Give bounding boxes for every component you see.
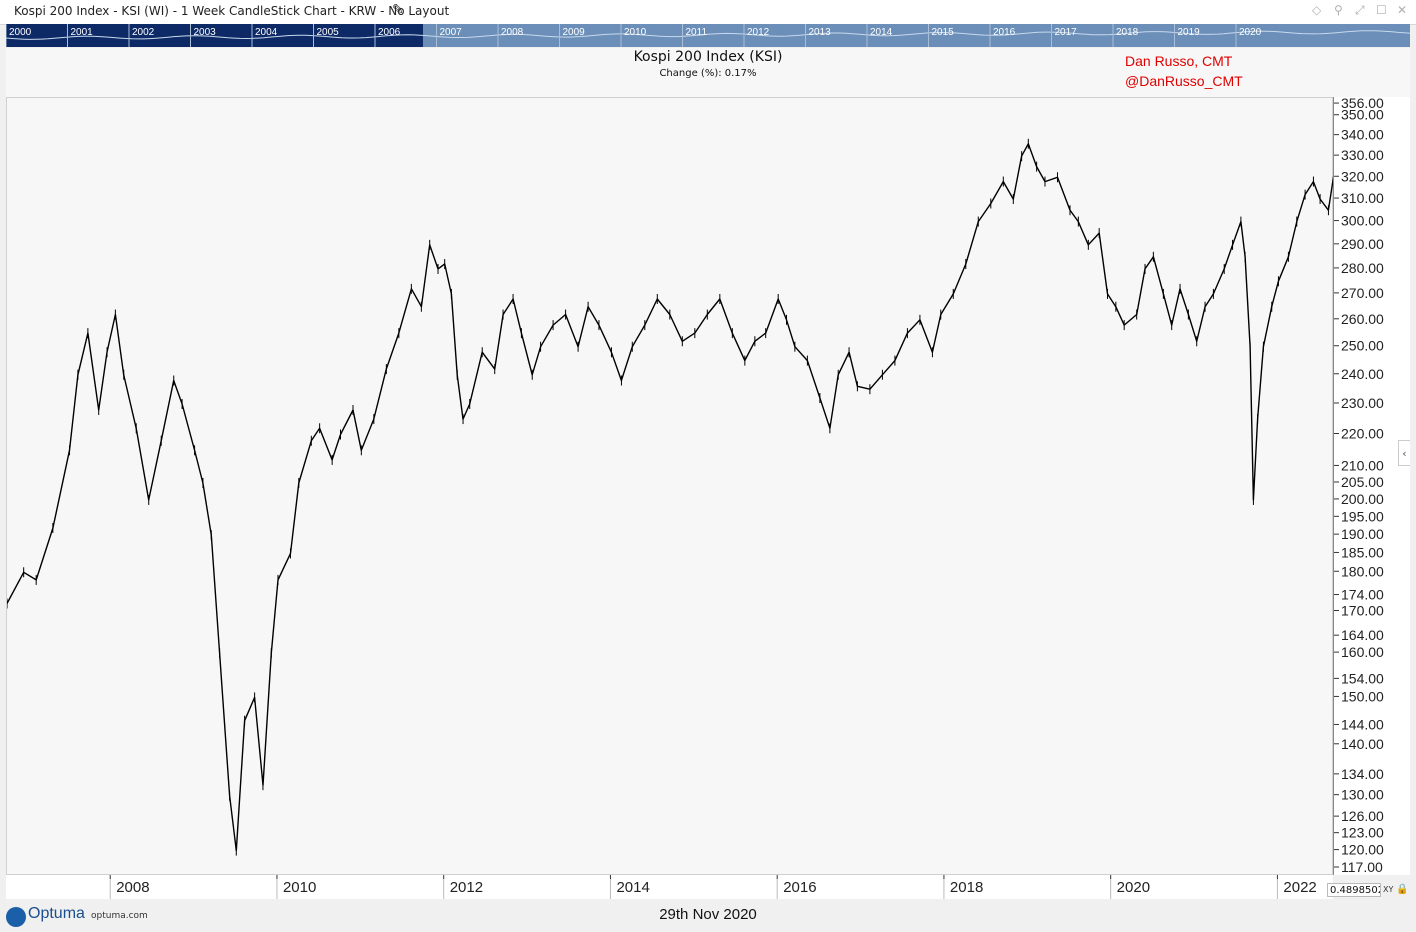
window-title: Kospi 200 Index - KSI (WI) - 1 Week Cand… (14, 4, 450, 18)
y-tick-label: 170.00 (1341, 602, 1384, 618)
navigator-year-label[interactable]: 2016 (993, 27, 1016, 38)
logo-text: Optuma (28, 905, 85, 922)
navigator-year-label[interactable]: 2013 (809, 27, 832, 38)
y-tick-label: 120.00 (1341, 842, 1384, 858)
title-bar: Kospi 200 Index - KSI (WI) - 1 Week Cand… (0, 0, 1416, 25)
y-tick-label: 180.00 (1341, 563, 1384, 579)
y-tick-label: 200.00 (1341, 491, 1384, 507)
y-tick-label: 144.00 (1341, 716, 1384, 732)
y-tick-label: 230.00 (1341, 395, 1384, 411)
date-axis[interactable]: 2008 2010 2012 2014 2016 2018 2020 2022 (6, 875, 1333, 899)
logo-url: optuma.com (91, 911, 148, 921)
y-tick-label: 140.00 (1341, 736, 1384, 752)
y-tick-label: 174.00 (1341, 587, 1384, 603)
navigator-year-label[interactable]: 2011 (686, 27, 708, 38)
y-tick-label: 310.00 (1341, 190, 1384, 206)
y-tick-label: 117.00 (1341, 859, 1383, 875)
navigator-year-label[interactable]: 2015 (932, 27, 955, 38)
date-navigator[interactable]: 2000 2001 2002 2003 2004 2005 2006 2007 2008 2009… (6, 24, 1410, 47)
y-tick-label: 350.00 (1341, 107, 1384, 123)
y-tick-label: 205.00 (1341, 474, 1384, 490)
xy-label: XY (1383, 885, 1394, 894)
y-tick-label: 130.00 (1341, 787, 1384, 803)
navigator-year-label[interactable]: 2010 (624, 27, 647, 38)
author-handle: @DanRusso_CMT (1125, 73, 1243, 89)
chart-title: Kospi 200 Index (KSI) (633, 49, 783, 65)
navigator-year-label[interactable]: 2018 (1116, 27, 1139, 38)
y-tick-label: 190.00 (1341, 526, 1384, 542)
collapse-panel-chevron-icon[interactable]: ‹ (1398, 440, 1410, 466)
navigator-year-label[interactable]: 2004 (255, 27, 278, 38)
y-tick-label: 280.00 (1341, 260, 1384, 276)
pin-icon[interactable]: ⚲ (1334, 3, 1343, 17)
xy-readout[interactable]: 0.4898502 (1327, 883, 1381, 897)
y-tick-label: 134.00 (1341, 766, 1384, 782)
y-tick-label: 340.00 (1341, 127, 1384, 143)
y-tick-label: 126.00 (1341, 808, 1384, 824)
navigator-year-label[interactable]: 2009 (563, 27, 586, 38)
y-tick-label: 210.00 (1341, 457, 1384, 473)
navigator-year-label[interactable]: 2014 (870, 27, 893, 38)
y-tick-label: 330.00 (1341, 147, 1384, 163)
y-tick-label: 150.00 (1341, 688, 1384, 704)
edit-pencil-icon[interactable]: ✎ (392, 2, 404, 18)
y-tick-label: 250.00 (1341, 338, 1384, 354)
navigator-year-label[interactable]: 2000 (9, 27, 32, 38)
x-tick-label: 2022 (1283, 879, 1316, 896)
chart-header (6, 48, 1410, 97)
y-tick-label: 195.00 (1341, 508, 1384, 524)
optuma-logo-icon (6, 907, 26, 927)
y-tick-label: 123.00 (1341, 825, 1384, 841)
y-tick-label: 220.00 (1341, 425, 1384, 441)
y-tick-label: 290.00 (1341, 236, 1384, 252)
navigator-year-label[interactable]: 2003 (194, 27, 217, 38)
y-tick-label: 160.00 (1341, 644, 1384, 660)
y-tick-label: 185.00 (1341, 544, 1384, 560)
y-tick-label: 320.00 (1341, 168, 1384, 184)
y-tick-label: 260.00 (1341, 311, 1384, 327)
navigator-year-label[interactable]: 2005 (317, 27, 340, 38)
price-chart (6, 106, 1342, 856)
navigator-year-label[interactable]: 2006 (378, 27, 401, 38)
chart-plot-area[interactable] (6, 97, 1342, 875)
navigator-year-label[interactable]: 2020 (1239, 27, 1262, 38)
navigator-year-label[interactable]: 2008 (501, 27, 524, 38)
price-series-line (6, 111, 1342, 852)
x-tick-label: 2008 (116, 879, 149, 896)
y-tick-label: 240.00 (1341, 366, 1384, 382)
x-tick-label: 2018 (950, 879, 983, 896)
navigator-selected-range[interactable] (6, 24, 423, 47)
author-name: Dan Russo, CMT (1125, 53, 1233, 69)
navigator-year-label[interactable]: 2002 (132, 27, 155, 38)
x-tick-label: 2014 (616, 879, 649, 896)
restore-icon[interactable]: ⤢ (1355, 3, 1365, 17)
y-tick-label: 356.00 (1341, 97, 1384, 111)
footer-date: 29th Nov 2020 (659, 906, 757, 923)
navigator-year-label[interactable]: 2007 (440, 27, 463, 38)
navigator-year-label[interactable]: 2017 (1055, 27, 1078, 38)
y-tick-label: 270.00 (1341, 285, 1384, 301)
navigator-year-label[interactable]: 2001 (71, 27, 94, 38)
x-tick-label: 2012 (450, 879, 483, 896)
navigator-year-label[interactable]: 2012 (747, 27, 770, 38)
navigator-year-label[interactable]: 2019 (1178, 27, 1201, 38)
y-tick-label: 164.00 (1341, 627, 1384, 643)
x-tick-label: 2016 (783, 879, 816, 896)
lock-icon[interactable]: 🔒 (1396, 884, 1409, 895)
chart-subtitle: Change (%): 0.17% (659, 68, 757, 79)
footer (0, 899, 1416, 932)
diamond-icon[interactable]: ◇ (1312, 3, 1322, 17)
close-icon[interactable]: ✕ (1397, 3, 1408, 17)
maximize-icon[interactable]: ☐ (1376, 3, 1387, 17)
y-tick-label: 300.00 (1341, 213, 1384, 229)
x-tick-label: 2010 (283, 879, 316, 896)
x-tick-label: 2020 (1117, 879, 1150, 896)
y-tick-label: 154.00 (1341, 670, 1384, 686)
